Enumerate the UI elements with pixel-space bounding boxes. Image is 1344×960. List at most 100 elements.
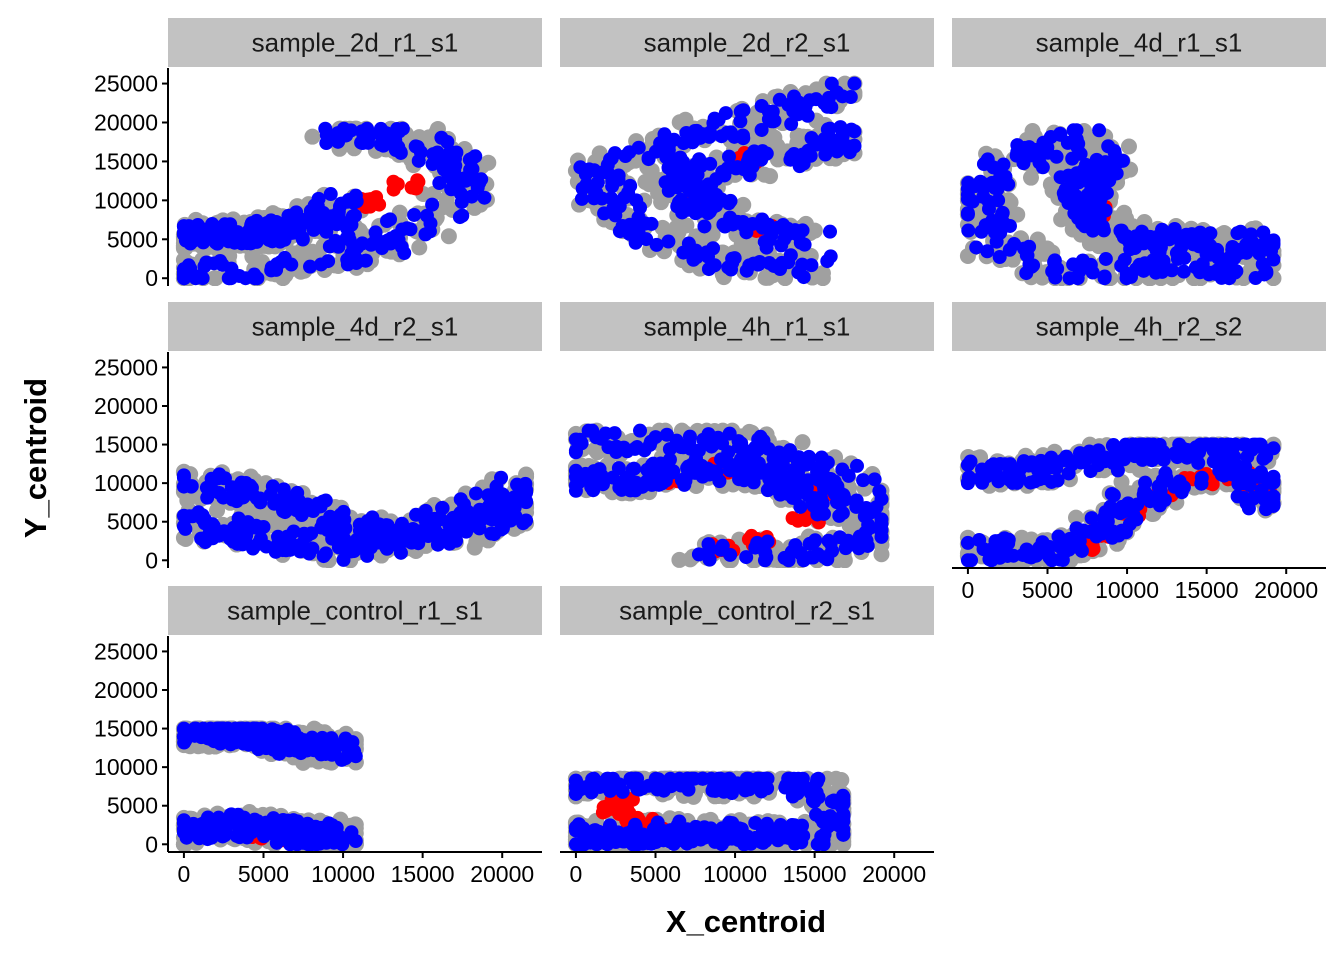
blue-point: [323, 187, 338, 202]
blue-point: [178, 521, 193, 536]
blue-point: [815, 496, 830, 511]
blue-point: [1213, 260, 1228, 275]
blue-point: [984, 542, 999, 557]
blue-point: [666, 158, 681, 173]
facet-strip-label: sample_control_r1_s1: [227, 596, 483, 626]
blue-point: [432, 176, 447, 191]
blue-point: [649, 237, 664, 252]
blue-point: [611, 461, 626, 476]
blue-point: [1110, 155, 1125, 170]
blue-point: [1256, 225, 1271, 240]
blue-point: [1065, 173, 1080, 188]
blue-point: [622, 217, 637, 232]
blue-point: [462, 152, 477, 167]
blue-point: [792, 159, 807, 174]
blue-point: [253, 495, 268, 510]
blue-point: [1035, 160, 1050, 175]
blue-point: [604, 191, 619, 206]
blue-point: [1075, 255, 1090, 270]
blue-point: [292, 222, 307, 237]
y-tick-label: 25000: [94, 354, 158, 380]
blue-point: [767, 113, 782, 128]
grey-point: [789, 127, 806, 144]
blue-point: [701, 262, 716, 277]
blue-point: [991, 193, 1006, 208]
blue-point: [693, 130, 708, 145]
blue-point: [1114, 223, 1129, 238]
blue-point: [763, 221, 778, 236]
blue-point: [350, 240, 365, 255]
blue-point: [777, 550, 792, 565]
blue-point: [820, 455, 835, 470]
facet-strip-label: sample_4h_r2_s2: [1036, 312, 1243, 342]
blue-point: [757, 553, 772, 568]
blue-point: [835, 129, 850, 144]
blue-point: [586, 464, 601, 479]
blue-point: [574, 191, 589, 206]
blue-point: [213, 254, 228, 269]
blue-point: [997, 457, 1012, 472]
blue-point: [670, 180, 685, 195]
blue-point: [777, 469, 792, 484]
blue-point: [176, 227, 191, 242]
blue-point: [612, 480, 627, 495]
blue-point: [231, 511, 246, 526]
blue-point: [191, 505, 206, 520]
blue-point: [588, 190, 603, 205]
blue-point: [611, 172, 626, 187]
x-tick-label: 20000: [1254, 577, 1318, 603]
blue-point: [985, 213, 1000, 228]
blue-point: [321, 254, 336, 269]
blue-point: [716, 217, 731, 232]
blue-point: [682, 429, 697, 444]
blue-point: [1041, 547, 1056, 562]
blue-point: [761, 441, 776, 456]
blue-point: [608, 208, 623, 223]
blue-point: [734, 436, 749, 451]
blue-point: [316, 549, 331, 564]
blue-point: [754, 98, 769, 113]
blue-point: [801, 455, 816, 470]
grey-point: [1067, 509, 1084, 526]
blue-point: [199, 480, 214, 495]
blue-point: [867, 472, 882, 487]
blue-point: [1049, 149, 1064, 164]
blue-point: [662, 442, 677, 457]
blue-point: [1053, 170, 1068, 185]
blue-point: [661, 139, 676, 154]
blue-point: [1055, 553, 1070, 568]
blue-point: [1053, 127, 1068, 142]
blue-point: [243, 236, 258, 251]
x-tick-label: 10000: [1095, 577, 1159, 603]
grey-point: [794, 434, 811, 451]
blue-point: [820, 254, 835, 269]
blue-point: [607, 426, 622, 441]
blue-point: [992, 250, 1007, 265]
blue-point: [681, 459, 696, 474]
facet-sample_4d_r1_s1: sample_4d_r1_s1: [952, 18, 1326, 286]
grey-point: [411, 239, 428, 256]
blue-point: [1117, 252, 1132, 267]
blue-point: [739, 550, 754, 565]
blue-point: [658, 175, 673, 190]
blue-point: [411, 536, 426, 551]
blue-point: [1119, 271, 1134, 286]
blue-point: [975, 462, 990, 477]
blue-point: [711, 430, 726, 445]
blue-point: [963, 454, 978, 469]
blue-point: [1091, 187, 1106, 202]
grey-point: [756, 166, 773, 183]
blue-point: [403, 222, 418, 237]
blue-point: [721, 149, 736, 164]
blue-point: [730, 215, 745, 230]
blue-point: [817, 506, 832, 521]
blue-point: [423, 216, 438, 231]
blue-point: [477, 190, 492, 205]
facet-sample_4h_r1_s1: sample_4h_r1_s1: [560, 302, 934, 568]
blue-point: [435, 501, 450, 516]
blue-point: [1118, 525, 1133, 540]
blue-point: [1128, 229, 1143, 244]
points-layer: [175, 463, 535, 568]
blue-point: [841, 533, 856, 548]
